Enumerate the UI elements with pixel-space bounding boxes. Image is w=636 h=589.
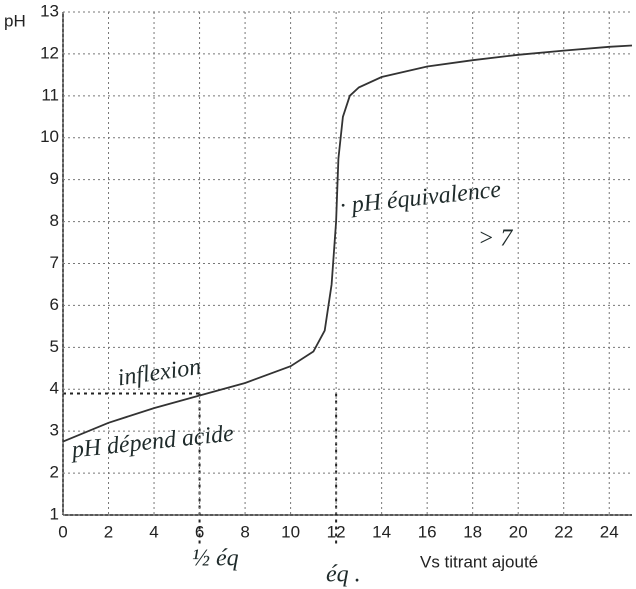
y-tick-label: 12 (40, 43, 59, 62)
x-tick-label: 10 (281, 522, 300, 541)
y-axis-label: pH (4, 11, 26, 30)
x-tick-label: 2 (104, 522, 113, 541)
x-tick-label: 16 (418, 522, 437, 541)
y-tick-label: 6 (50, 295, 59, 314)
x-tick-label: 22 (554, 522, 573, 541)
annotation: · pH équivalence (338, 177, 502, 220)
annotation: > 7 (478, 226, 513, 252)
x-tick-label: 0 (58, 522, 67, 541)
x-axis-label: Vs titrant ajouté (420, 552, 538, 571)
y-tick-label: 1 (50, 504, 59, 523)
y-tick-label: 9 (50, 169, 59, 188)
x-tick-label: 14 (372, 522, 391, 541)
x-tick-label: 6 (195, 522, 204, 541)
y-tick-label: 4 (50, 379, 59, 398)
y-tick-label: 13 (40, 1, 59, 20)
y-tick-label: 2 (50, 463, 59, 482)
titration-curve (62, 44, 633, 443)
y-tick-label: 5 (50, 337, 59, 356)
annotation: inflexion (116, 354, 203, 391)
x-tick-label: 18 (463, 522, 482, 541)
y-tick-label: 3 (50, 421, 59, 440)
x-tick-label: 20 (509, 522, 528, 541)
annotation: pH dépend acide (68, 421, 235, 464)
annotation: éq . (326, 562, 361, 588)
y-tick-label: 10 (40, 127, 59, 146)
x-tick-label: 8 (240, 522, 249, 541)
annotation: ½ éq (192, 546, 239, 572)
x-tick-label: 4 (149, 522, 158, 541)
x-tick-label: 24 (600, 522, 619, 541)
y-tick-label: 7 (50, 253, 59, 272)
y-tick-label: 11 (41, 85, 59, 104)
x-tick-label: 12 (327, 522, 346, 541)
y-tick-label: 8 (50, 211, 59, 230)
